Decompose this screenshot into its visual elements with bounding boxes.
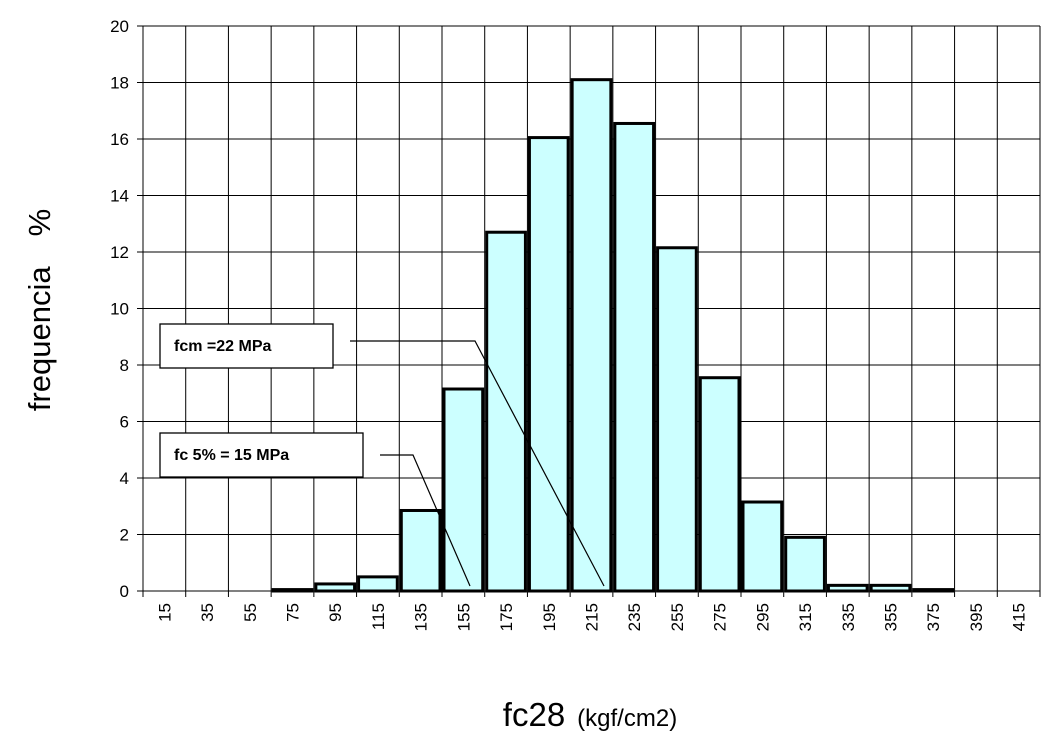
fcm-leader-line: [350, 340, 605, 587]
bar-155: [442, 387, 485, 593]
fcm-annotation-box: [159, 323, 334, 369]
bar-335: [826, 583, 869, 593]
y-tick-label: 0: [120, 582, 129, 601]
y-axis-label-unit: %: [22, 209, 57, 237]
bar-115: [357, 575, 399, 593]
x-tick-label: 395: [967, 603, 986, 631]
y-tick-label: 14: [110, 187, 129, 206]
y-tick-label: 12: [110, 243, 129, 262]
bar-95: [314, 582, 357, 593]
x-tick-label: 75: [284, 603, 303, 622]
x-tick-label: 15: [155, 603, 174, 622]
y-tick-label: 6: [120, 413, 129, 432]
x-tick-label: 235: [625, 603, 644, 631]
x-tick-label: 55: [241, 603, 260, 622]
bar-195: [527, 136, 570, 593]
bar-295: [741, 500, 784, 593]
x-tick-label: 215: [583, 603, 602, 631]
y-axis-label: frequencia%: [22, 209, 57, 411]
fc5-annotation-box: [159, 432, 364, 478]
x-tick-label: 195: [540, 603, 559, 631]
bar-355: [869, 583, 912, 593]
x-tick-label: 95: [326, 603, 345, 622]
x-tick-label: 415: [1010, 603, 1029, 631]
fcm-annotation-label: fcm =22 MPa: [174, 338, 271, 355]
x-tick-label: 375: [924, 603, 943, 631]
x-tick-label: 295: [753, 603, 772, 631]
bar-315: [784, 535, 826, 593]
x-tick-label: 315: [796, 603, 815, 631]
y-tick-label: 20: [110, 17, 129, 36]
y-tick-label: 8: [120, 356, 129, 375]
bar-235: [613, 121, 656, 593]
y-tick-label: 18: [110, 74, 129, 93]
bar-175: [485, 230, 527, 593]
x-tick-label: 135: [412, 603, 431, 631]
x-tick-labels: 15 35 55 75 95 115 135 155 175 195 215 235 255 275 295…: [155, 603, 1028, 631]
annotations: fcm =22 MPa fc 5% = 15 MPa: [159, 323, 605, 587]
fc5-annotation-label: fc 5% = 15 MPa: [174, 447, 289, 464]
bar-135: [399, 508, 442, 593]
x-tick-label: 155: [454, 603, 473, 631]
x-tick-label: 175: [497, 603, 516, 631]
x-tick-label: 275: [711, 603, 730, 631]
x-axis-label-main: fc28: [503, 696, 565, 733]
bar-375: [912, 588, 955, 593]
y-tick-label: 2: [120, 526, 129, 545]
x-tick-label: 355: [882, 603, 901, 631]
bar-215: [570, 78, 613, 593]
x-axis-label-unit: (kgf/cm2): [577, 705, 677, 732]
bars: [271, 78, 955, 593]
bar-255: [656, 246, 698, 593]
bar-75: [271, 588, 314, 593]
y-tick-labels: 0 2 4 6 8 10 12 14 16 18 20: [110, 17, 129, 601]
y-axis-label-main: frequencia: [22, 266, 57, 412]
y-tick-label: 4: [120, 469, 129, 488]
y-tick-label: 16: [110, 130, 129, 149]
x-tick-label: 35: [198, 603, 217, 622]
x-tick-label: 335: [839, 603, 858, 631]
x-tick-label: 255: [668, 603, 687, 631]
bar-275: [698, 376, 741, 593]
fc5-leader-line: [380, 454, 471, 587]
y-tick-label: 10: [110, 300, 129, 319]
x-tick-label: 115: [369, 603, 388, 630]
x-axis-label: fc28 (kgf/cm2): [503, 696, 677, 733]
